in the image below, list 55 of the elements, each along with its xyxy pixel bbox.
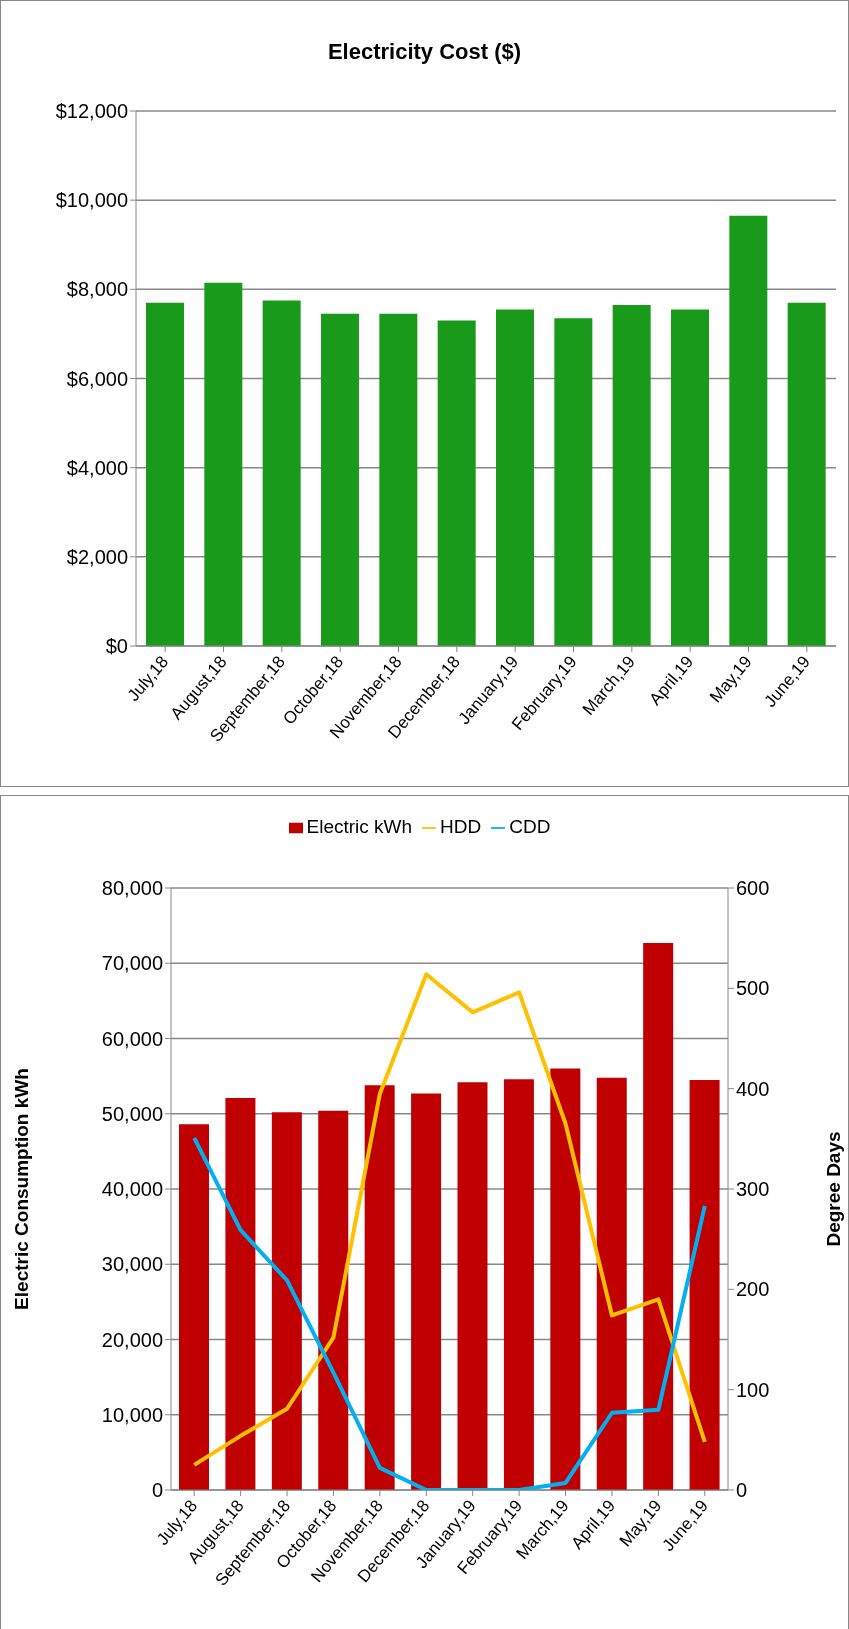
bar: [271, 1112, 302, 1490]
y-tick-label: $4,000: [66, 456, 128, 479]
bar: [321, 313, 359, 646]
chart-title: Electricity Cost ($): [326, 39, 523, 65]
bar: [437, 320, 476, 646]
y-tick-label: 0: [151, 1479, 163, 1502]
y-tick-label: 40,000: [101, 1178, 163, 1201]
bar: [204, 282, 243, 646]
y-tick-label: 80,000: [101, 877, 163, 900]
bar: [612, 304, 651, 646]
bar: [179, 1124, 209, 1490]
bar: [496, 309, 534, 646]
y-tick-label: $6,000: [66, 367, 128, 390]
y-tick-label: 30,000: [101, 1253, 163, 1276]
bar: [503, 1079, 534, 1490]
y2-tick-label: 500: [736, 977, 770, 1000]
bar: [729, 215, 768, 646]
bar: [550, 1068, 581, 1490]
y-tick-label: $12,000: [55, 100, 128, 123]
bar: [643, 942, 674, 1490]
y-tick-label: 20,000: [101, 1328, 163, 1351]
bar: [554, 318, 593, 646]
y2-tick-label: 200: [736, 1278, 770, 1301]
y-axis-title: Electric Consumption kWh: [10, 1068, 32, 1310]
y-tick-label: 70,000: [101, 952, 163, 975]
bar: [411, 1093, 442, 1490]
bar: [146, 302, 184, 646]
y-tick-label: $0: [105, 635, 128, 658]
legend-label: HDD: [440, 816, 482, 837]
y-tick-label: $2,000: [66, 545, 128, 568]
bar: [596, 1077, 627, 1490]
y2-tick-label: 400: [736, 1077, 770, 1100]
line-series: [192, 1135, 707, 1490]
bar: [689, 1079, 720, 1490]
y2-tick-label: 600: [736, 877, 770, 900]
y2-axis-title: Degree Days: [822, 1131, 844, 1247]
bar: [671, 309, 709, 646]
y-tick-label: 10,000: [101, 1403, 163, 1426]
bar: [457, 1082, 488, 1490]
y2-tick-label: 0: [736, 1479, 748, 1502]
bar: [787, 302, 826, 646]
y-tick-label: $10,000: [55, 189, 128, 212]
legend-label: Electric kWh: [306, 816, 413, 837]
y2-tick-label: 100: [736, 1378, 770, 1401]
bar: [225, 1097, 256, 1490]
bar: [379, 313, 418, 646]
y2-tick-label: 300: [736, 1178, 770, 1201]
y-tick-label: 50,000: [101, 1102, 163, 1125]
bar: [364, 1085, 395, 1490]
y-tick-label: $8,000: [66, 278, 128, 301]
legend-label: CDD: [509, 816, 551, 837]
y-tick-label: 60,000: [101, 1027, 163, 1050]
line-series: [192, 972, 707, 1467]
bar: [262, 300, 301, 646]
bar: [318, 1110, 349, 1490]
